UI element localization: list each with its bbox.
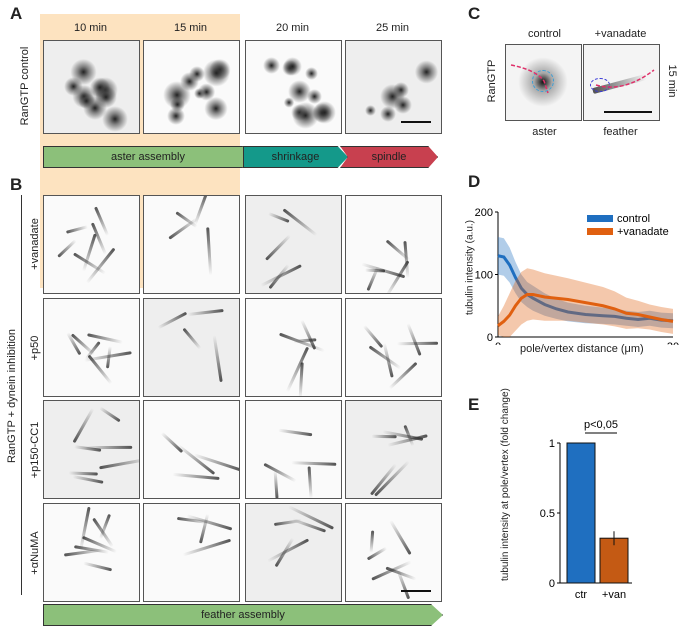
micrograph-p50	[43, 298, 140, 397]
phase-shrinkage: shrinkage	[243, 146, 348, 168]
micrograph-anuma	[43, 503, 140, 602]
significance-label: p<0,05	[584, 419, 618, 431]
micrograph-feather	[583, 44, 660, 121]
micrograph-p150-cc1	[345, 400, 442, 499]
row-label: +p150-CC1	[29, 421, 41, 479]
micrograph-control-10-min	[43, 40, 140, 134]
legend-swatch	[587, 215, 613, 222]
time-header: 20 min	[275, 22, 310, 34]
time-header: 10 min	[73, 22, 108, 34]
scale-bar	[604, 111, 652, 113]
micrograph-aster	[505, 44, 582, 121]
panel-label-e: E	[468, 395, 480, 414]
y-tick-label: 0	[549, 578, 555, 590]
column-header: control	[527, 28, 562, 40]
time-header: 15 min	[173, 22, 208, 34]
y-tick-label: 1	[549, 438, 555, 450]
micrograph-vanadate	[43, 195, 140, 294]
panel-label-d: D	[468, 172, 481, 191]
row-label: +p50	[29, 335, 41, 361]
bar-van	[599, 537, 629, 584]
x-tick-label: ctr	[575, 589, 588, 601]
bar-chart: 0 0.5 1 ctr +van p<0,05	[540, 419, 632, 601]
legend-swatch	[587, 228, 613, 235]
micrograph-p150-cc1	[245, 400, 342, 499]
x-tick-label: +van	[602, 589, 626, 601]
micrograph-control-15-min	[143, 40, 240, 134]
panel-label-c: C	[468, 4, 481, 23]
line-chart: 0 100 200 0 30 control+vanadate	[475, 207, 679, 345]
caption: aster	[532, 126, 557, 138]
micrograph-p50	[143, 298, 240, 397]
time-header: 25 min	[375, 22, 410, 34]
legend-label: +vanadate	[617, 226, 669, 238]
micrograph-vanadate	[143, 195, 240, 294]
x-tick-label: 0	[495, 341, 501, 345]
series-line-control	[497, 254, 674, 323]
phase-label: feather assembly	[201, 609, 285, 621]
row-label-rangtp-control: RanGTP control	[19, 46, 31, 126]
micrograph-p50	[245, 298, 342, 397]
x-tick-label: 30	[667, 341, 679, 345]
micrograph-vanadate	[245, 195, 342, 294]
panel-label-b: B	[10, 175, 23, 194]
caption: feather	[603, 126, 638, 138]
group-bracket-line	[21, 195, 22, 595]
y-tick-label: 0.5	[540, 508, 555, 520]
scale-bar	[401, 590, 431, 592]
series-band-0	[498, 237, 673, 329]
panel-label-a: A	[10, 4, 23, 23]
row-label: +αNuMA	[29, 531, 41, 575]
group-label: RanGTP + dynein inhibition	[6, 328, 18, 464]
scale-bar	[401, 121, 431, 123]
phase-spindle: spindle	[340, 146, 438, 168]
phase-feather-assembly: feather assembly	[43, 604, 443, 626]
phase-label: shrinkage	[271, 151, 320, 163]
micrograph-control-25-min	[345, 40, 442, 134]
legend-label: control	[617, 213, 650, 225]
row-label: +vanadate	[29, 218, 41, 270]
time-label: 15 min	[666, 64, 678, 98]
y-tick-label: 0	[487, 332, 493, 344]
micrograph-p50	[345, 298, 442, 397]
y-axis-label: tubulin intensity at pole/vertex (fold c…	[500, 388, 511, 581]
y-tick-label: 200	[475, 207, 493, 219]
row-label-rangtp: RanGTP	[486, 59, 498, 103]
y-tick-label: 100	[475, 270, 493, 282]
micrograph-p150-cc1	[143, 400, 240, 499]
series-line-vanadate	[497, 293, 674, 327]
column-header: +vanadate	[594, 28, 647, 40]
micrograph-vanadate	[345, 195, 442, 294]
x-axis-label: pole/vertex distance (μm)	[520, 343, 644, 355]
y-axis-label: tubulin intensity (a.u.)	[464, 219, 476, 316]
bar-ctr	[566, 442, 596, 584]
micrograph-control-20-min	[245, 40, 342, 134]
micrograph-anuma	[143, 503, 240, 602]
phase-label: aster assembly	[111, 151, 185, 163]
micrograph-p150-cc1	[43, 400, 140, 499]
phase-label: spindle	[371, 151, 407, 163]
phase-aster-assembly: aster assembly	[43, 146, 253, 168]
micrograph-anuma	[345, 503, 442, 602]
micrograph-anuma	[245, 503, 342, 602]
